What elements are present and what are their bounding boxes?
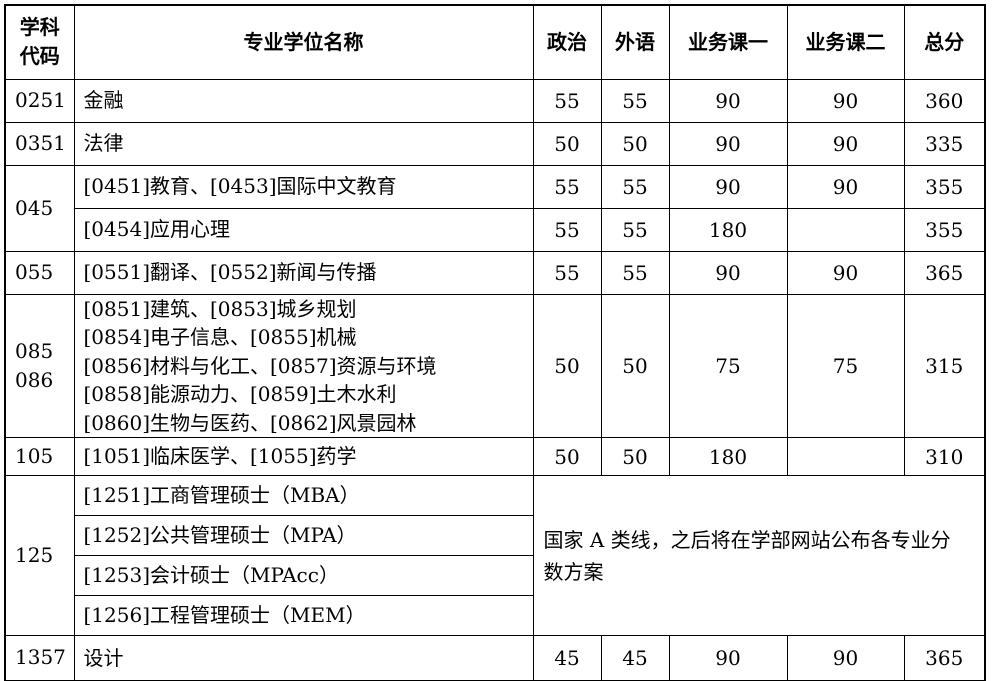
course1-score-cell: 90 — [668, 121, 788, 166]
col-header-politics: 政治 — [532, 4, 602, 80]
table-row: 105 [1051]临床医学、[1055]药学 50 50 180 310 — [4, 437, 986, 476]
table-row: 045 [0451]教育、[0453]国际中文教育 55 55 90 90 35… — [4, 164, 986, 252]
subject-code-cell: 105 — [4, 437, 75, 476]
col-header-total: 总分 — [903, 4, 986, 80]
total-score-cell: 365 — [903, 635, 986, 681]
degree-name-cell: [0454]应用心理 — [73, 207, 534, 252]
table-row: 0351 法律 50 50 90 90 335 — [4, 121, 986, 166]
total-score-cell: 315 — [903, 293, 986, 438]
admission-score-table: 学科 代码 专业学位名称 政治 外语 业务课一 业务课二 总分 0251 金融 … — [4, 4, 986, 681]
course2-score-cell: 90 — [786, 250, 905, 295]
course1-score-cell: 90 — [668, 78, 788, 123]
col-header-subject-code: 学科 代码 — [4, 4, 75, 80]
politics-score-cell: 55 — [532, 207, 602, 252]
course1-score-cell: 90 — [668, 250, 788, 295]
course2-score-cell: 90 — [786, 164, 905, 209]
total-score-cell: 335 — [903, 121, 986, 166]
degree-name-cell: [1251]工商管理硕士（MBA） — [73, 475, 534, 516]
subject-code-cell: 1357 — [4, 635, 75, 681]
subject-code-cell: 085 086 — [4, 293, 75, 438]
foreign-score-cell: 55 — [600, 250, 670, 295]
table-row: [1253]会计硕士（MPAcc） — [5, 555, 985, 596]
subject-code-cell: 125 — [4, 475, 75, 636]
table-row: 1357 设计 45 45 90 90 365 — [4, 635, 986, 681]
subject-code-cell: 0251 — [4, 78, 75, 123]
course1-score-cell: 90 — [668, 635, 788, 681]
table-row: [1256]工程管理硕士（MEM） — [5, 595, 985, 636]
table-row: 085 086 [0851]建筑、[0853]城乡规划 [0854]电子信息、[… — [4, 293, 986, 438]
foreign-score-cell: 50 — [600, 437, 670, 476]
subject-code-cell: 045 — [4, 164, 75, 252]
course2-score-cell: 90 — [786, 635, 905, 681]
course2-score-cell: 75 — [786, 293, 905, 438]
total-score-cell: 355 — [903, 207, 986, 252]
politics-score-cell: 50 — [532, 293, 602, 438]
total-score-cell: 360 — [903, 78, 986, 123]
degree-name-cell: 法律 — [73, 121, 534, 166]
total-score-cell: 310 — [903, 437, 986, 476]
degree-name-cell: [0851]建筑、[0853]城乡规划 [0854]电子信息、[0855]机械 … — [73, 293, 534, 438]
total-score-cell: 355 — [903, 164, 986, 209]
course1-score-cell: 90 — [668, 164, 788, 209]
table-row: 0251 金融 55 55 90 90 360 — [4, 78, 986, 123]
politics-score-cell: 55 — [532, 250, 602, 295]
national-line-note-cell: 国家 A 类线，之后将在学部网站公布各专业分数方案 — [532, 475, 986, 636]
degree-name-cell: [1051]临床医学、[1055]药学 — [73, 437, 534, 476]
foreign-score-cell: 55 — [600, 164, 670, 209]
politics-score-cell: 55 — [532, 164, 602, 209]
table-row: 125 [1251]工商管理硕士（MBA） 国家 A 类线，之后将在学部网站公布… — [4, 475, 986, 636]
course2-score-cell — [786, 437, 905, 476]
header-row: 学科 代码 专业学位名称 政治 外语 业务课一 业务课二 总分 — [4, 4, 986, 80]
foreign-score-cell: 55 — [600, 207, 670, 252]
course1-score-cell: 180 — [668, 437, 788, 476]
col-header-foreign-language: 外语 — [600, 4, 670, 80]
politics-score-cell: 50 — [532, 121, 602, 166]
course2-score-cell: 90 — [786, 78, 905, 123]
degree-name-cell: [1252]公共管理硕士（MPA） — [73, 515, 534, 556]
course2-score-cell: 90 — [786, 121, 905, 166]
col-header-course1: 业务课一 — [668, 4, 788, 80]
table-row: [1252]公共管理硕士（MPA） — [5, 515, 985, 556]
foreign-score-cell: 45 — [600, 635, 670, 681]
foreign-score-cell: 55 — [600, 78, 670, 123]
col-header-course2: 业务课二 — [786, 4, 905, 80]
table-row: 055 [0551]翻译、[0552]新闻与传播 55 55 90 90 365 — [4, 250, 986, 295]
col-header-degree-name: 专业学位名称 — [73, 4, 534, 80]
foreign-score-cell: 50 — [600, 293, 670, 438]
degree-name-cell: [0451]教育、[0453]国际中文教育 — [73, 164, 534, 209]
course2-score-cell — [786, 207, 905, 252]
degree-name-cell: 设计 — [73, 635, 534, 681]
degree-name-cell: [0551]翻译、[0552]新闻与传播 — [73, 250, 534, 295]
table-row: [0454]应用心理 55 55 180 355 — [5, 207, 986, 252]
degree-name-cell: [1256]工程管理硕士（MEM） — [73, 595, 534, 636]
degree-name-cell: [1253]会计硕士（MPAcc） — [73, 555, 534, 596]
degree-name-cell: 金融 — [73, 78, 534, 123]
foreign-score-cell: 50 — [600, 121, 670, 166]
subject-code-cell: 0351 — [4, 121, 75, 166]
course1-score-cell: 75 — [668, 293, 788, 438]
course1-score-cell: 180 — [668, 207, 788, 252]
politics-score-cell: 45 — [532, 635, 602, 681]
total-score-cell: 365 — [903, 250, 986, 295]
politics-score-cell: 55 — [532, 78, 602, 123]
subject-code-cell: 055 — [4, 250, 75, 295]
politics-score-cell: 50 — [532, 437, 602, 476]
